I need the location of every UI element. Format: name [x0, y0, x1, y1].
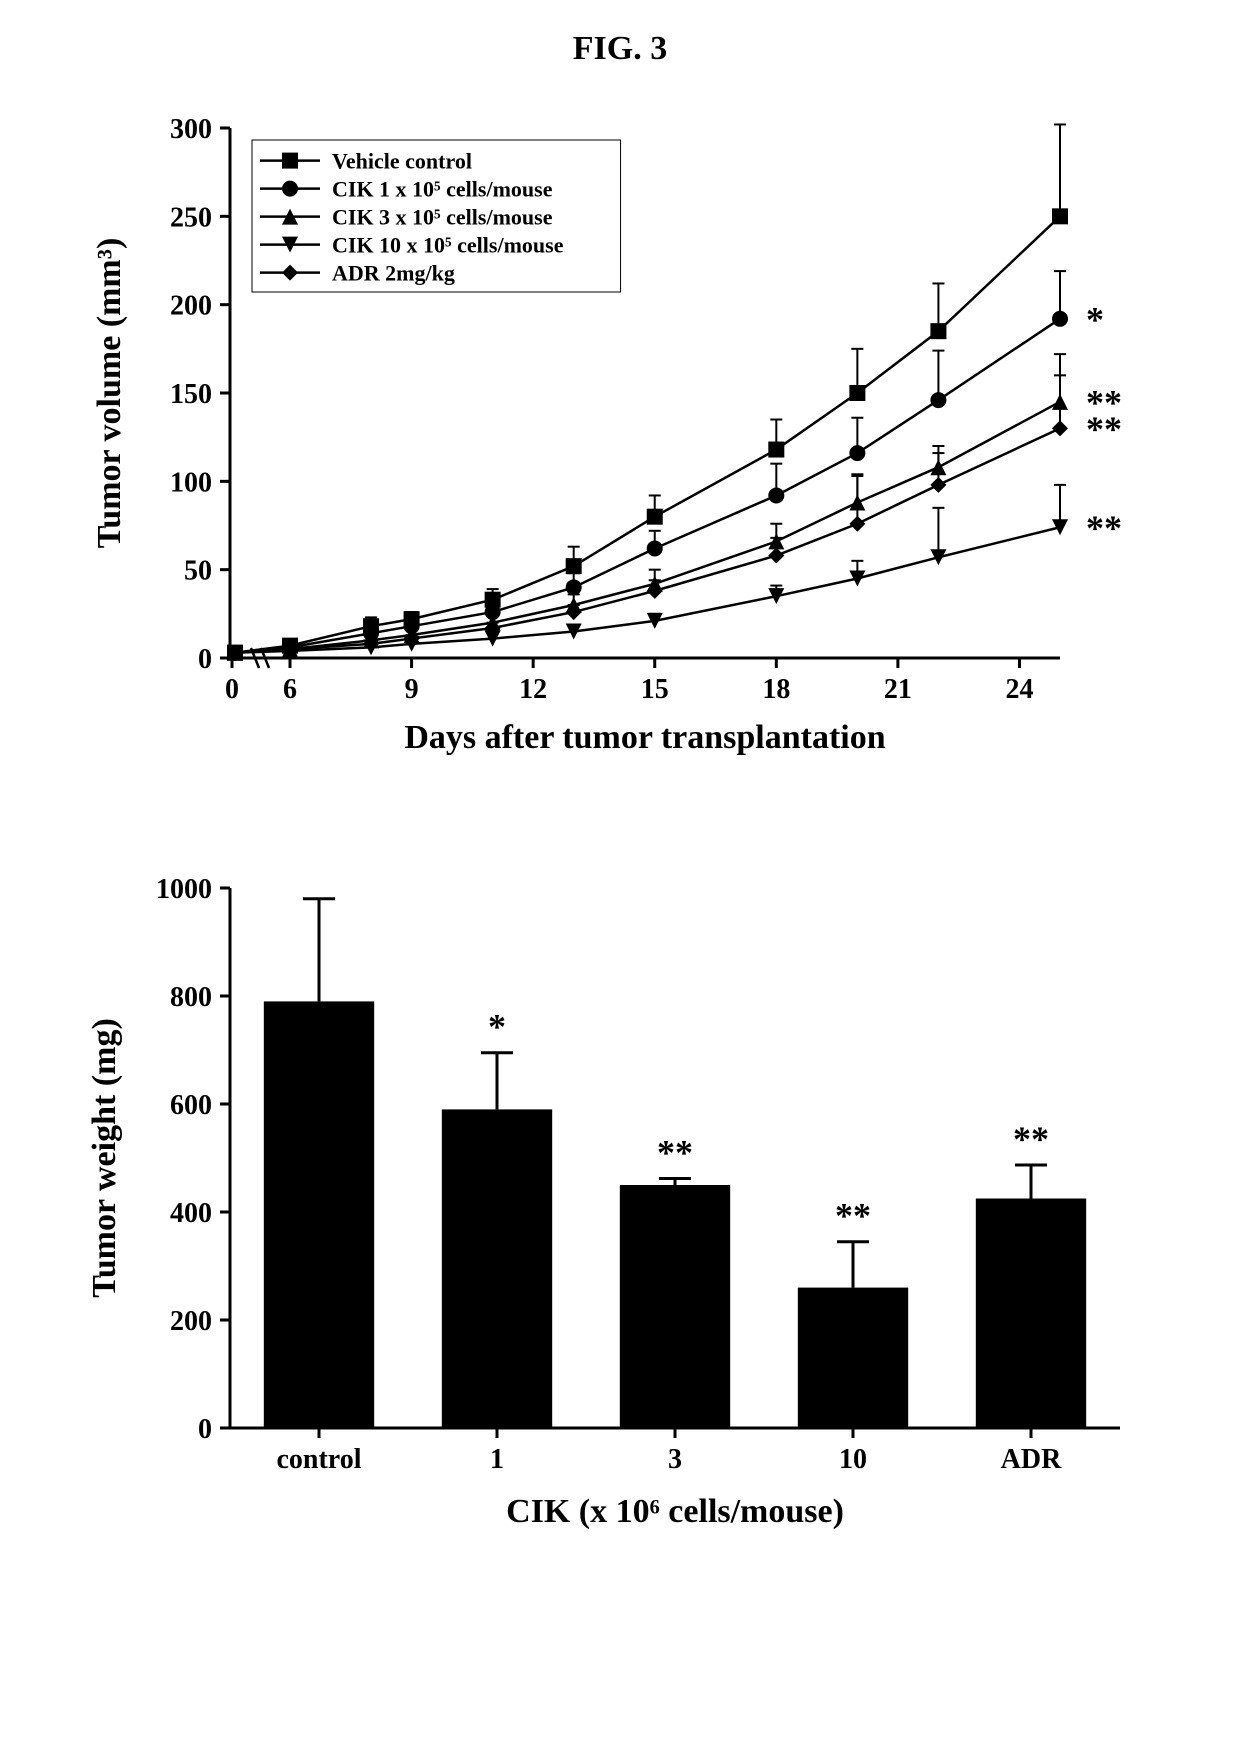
bar-0 [264, 1001, 374, 1428]
svg-text:600: 600 [170, 1090, 212, 1121]
legend-label-4: ADR 2mg/kg [332, 260, 455, 285]
bar-x-label: CIK (x 10⁶ cells/mouse) [506, 1493, 844, 1530]
bar-cat-0: control [276, 1444, 361, 1475]
svg-text:1000: 1000 [156, 874, 212, 905]
bar-3 [798, 1288, 908, 1428]
line-chart: 0 50 100 150 200 250 300 0 6 9 12 15 18 21 24 Days afte… [60, 98, 1180, 778]
line-y-label: Tumor volume (mm³) [91, 238, 128, 549]
svg-text:0: 0 [225, 674, 239, 705]
bar-y-label: Tumor weight (mg) [86, 1018, 123, 1298]
svg-text:24: 24 [1005, 674, 1033, 705]
bar-sig-3: ** [835, 1196, 871, 1236]
svg-text:250: 250 [170, 202, 212, 233]
figure-title: FIG. 3 [60, 30, 1180, 68]
legend-label-1: CIK 1 x 10⁵ cells/mouse [332, 176, 553, 201]
bar-chart: 0 200 400 600 800 1000 control * 1 ** 3 ** 10 ** ADR CI… [60, 858, 1180, 1578]
svg-text:200: 200 [170, 291, 212, 322]
bar-sig-1: * [488, 1007, 506, 1047]
svg-text:9: 9 [405, 674, 419, 705]
legend-label-3: CIK 10 x 10⁵ cells/mouse [332, 232, 564, 257]
bar-sig-2: ** [657, 1133, 693, 1173]
sig-4: ** [1086, 409, 1122, 449]
line-x-label: Days after tumor transplantation [404, 719, 885, 756]
svg-text:100: 100 [170, 467, 212, 498]
line-chart-container: 0 50 100 150 200 250 300 0 6 9 12 15 18 21 24 Days afte… [60, 98, 1180, 778]
svg-text:50: 50 [184, 556, 212, 587]
bar-sig-4: ** [1013, 1119, 1049, 1159]
svg-text:150: 150 [170, 379, 212, 410]
svg-text:15: 15 [641, 674, 669, 705]
svg-text:0: 0 [198, 644, 212, 675]
bar-cat-1: 1 [490, 1444, 504, 1475]
bar-1 [442, 1109, 552, 1428]
legend: Vehicle control CIK 1 x 10⁵ cells/mouse CI… [252, 140, 621, 292]
svg-text:800: 800 [170, 982, 212, 1013]
svg-text:21: 21 [884, 674, 912, 705]
svg-text:12: 12 [519, 674, 547, 705]
bar-2 [620, 1185, 730, 1428]
bar-cat-3: 10 [839, 1444, 867, 1475]
svg-text:6: 6 [283, 674, 297, 705]
bar-chart-container: 0 200 400 600 800 1000 control * 1 ** 3 ** 10 ** ADR CI… [60, 858, 1180, 1578]
svg-text:18: 18 [762, 674, 790, 705]
svg-text:400: 400 [170, 1198, 212, 1229]
svg-text:200: 200 [170, 1306, 212, 1337]
legend-label-0: Vehicle control [332, 148, 472, 173]
bar-cat-4: ADR [1001, 1444, 1062, 1475]
bar-cat-2: 3 [668, 1444, 682, 1475]
svg-text:0: 0 [198, 1414, 212, 1445]
sig-3: ** [1086, 508, 1122, 548]
bar-4 [976, 1199, 1086, 1429]
legend-label-2: CIK 3 x 10⁵ cells/mouse [332, 204, 553, 229]
svg-text:300: 300 [170, 114, 212, 145]
sig-1: * [1086, 299, 1104, 339]
